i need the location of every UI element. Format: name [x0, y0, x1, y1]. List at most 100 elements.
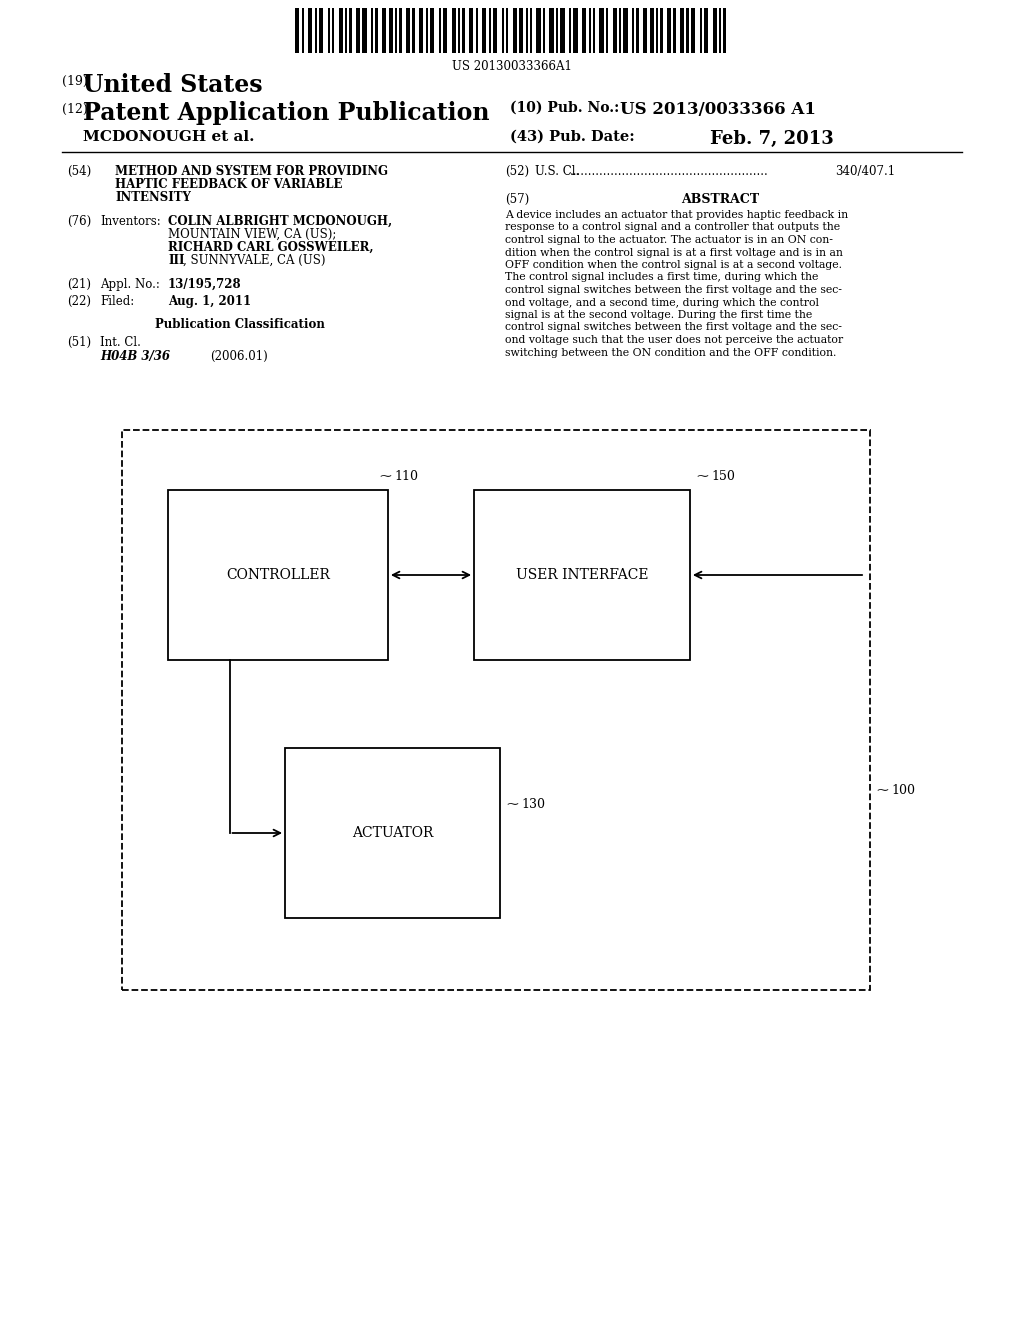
Bar — [482, 8, 484, 53]
Text: (21): (21) — [67, 279, 91, 290]
Bar — [332, 8, 334, 53]
Text: (22): (22) — [67, 294, 91, 308]
Bar — [391, 8, 393, 53]
Bar — [543, 8, 545, 53]
Text: HAPTIC FEEDBACK OF VARIABLE: HAPTIC FEEDBACK OF VARIABLE — [115, 178, 342, 191]
Text: Aug. 1, 2011: Aug. 1, 2011 — [168, 294, 251, 308]
Bar — [349, 8, 351, 53]
Bar — [674, 8, 676, 53]
Bar — [376, 8, 378, 53]
Text: , SUNNYVALE, CA (US): , SUNNYVALE, CA (US) — [183, 253, 326, 267]
Text: USER INTERFACE: USER INTERFACE — [516, 568, 648, 582]
Bar — [724, 8, 726, 53]
Bar — [589, 8, 591, 53]
Text: A device includes an actuator that provides haptic feedback in: A device includes an actuator that provi… — [505, 210, 848, 220]
Bar — [445, 8, 447, 53]
Bar — [506, 8, 508, 53]
Bar — [525, 8, 527, 53]
Text: (19): (19) — [62, 75, 88, 88]
Text: U.S. Cl.: U.S. Cl. — [535, 165, 580, 178]
Text: INTENSITY: INTENSITY — [115, 191, 190, 205]
Text: control signal to the actuator. The actuator is in an ON con-: control signal to the actuator. The actu… — [505, 235, 833, 246]
Text: (43) Pub. Date:: (43) Pub. Date: — [510, 129, 635, 144]
Bar — [550, 8, 552, 53]
Bar — [339, 8, 341, 53]
Bar — [624, 8, 626, 53]
Text: Int. Cl.: Int. Cl. — [100, 337, 141, 348]
Text: 150: 150 — [711, 470, 735, 483]
Bar — [413, 8, 415, 53]
Bar — [471, 8, 473, 53]
Text: OFF condition when the control signal is at a second voltage.: OFF condition when the control signal is… — [505, 260, 842, 271]
Text: METHOD AND SYSTEM FOR PROVIDING: METHOD AND SYSTEM FOR PROVIDING — [115, 165, 388, 178]
Bar — [495, 8, 498, 53]
Bar — [454, 8, 456, 53]
Bar — [703, 8, 707, 53]
Bar — [388, 8, 391, 53]
Text: ACTUATOR: ACTUATOR — [352, 826, 433, 840]
Text: control signal switches between the first voltage and the sec-: control signal switches between the firs… — [505, 322, 842, 333]
Text: H04B 3/36: H04B 3/36 — [100, 350, 170, 363]
Text: 340/407.1: 340/407.1 — [835, 165, 895, 178]
Text: MOUNTAIN VIEW, CA (US);: MOUNTAIN VIEW, CA (US); — [168, 228, 336, 242]
Text: (51): (51) — [67, 337, 91, 348]
Bar — [575, 8, 578, 53]
Text: ond voltage, and a second time, during which the control: ond voltage, and a second time, during w… — [505, 297, 819, 308]
Text: ABSTRACT: ABSTRACT — [681, 193, 759, 206]
Text: Patent Application Publication: Patent Application Publication — [83, 102, 489, 125]
Bar — [314, 8, 316, 53]
Text: Inventors:: Inventors: — [100, 215, 161, 228]
Bar — [707, 8, 709, 53]
Bar — [537, 8, 539, 53]
Bar — [484, 8, 486, 53]
Bar — [719, 8, 721, 53]
Bar — [713, 8, 715, 53]
Text: control signal switches between the first voltage and the sec-: control signal switches between the firs… — [505, 285, 842, 294]
Bar — [356, 8, 358, 53]
Bar — [626, 8, 628, 53]
Bar — [602, 8, 604, 53]
Text: RICHARD CARL GOSSWEILER,: RICHARD CARL GOSSWEILER, — [168, 242, 374, 253]
Text: response to a control signal and a controller that outputs the: response to a control signal and a contr… — [505, 223, 840, 232]
Bar — [310, 8, 312, 53]
Bar — [582, 8, 585, 53]
Text: III: III — [168, 253, 184, 267]
Bar — [406, 8, 409, 53]
Text: switching between the ON condition and the OFF condition.: switching between the ON condition and t… — [505, 347, 837, 358]
Text: 100: 100 — [891, 784, 915, 796]
Text: 130: 130 — [521, 797, 545, 810]
Bar — [426, 8, 428, 53]
Text: ond voltage such that the user does not perceive the actuator: ond voltage such that the user does not … — [505, 335, 843, 345]
Text: COLIN ALBRIGHT MCDONOUGH,: COLIN ALBRIGHT MCDONOUGH, — [168, 215, 392, 228]
Bar — [463, 8, 465, 53]
Bar — [656, 8, 658, 53]
Bar — [599, 8, 602, 53]
Bar — [620, 8, 622, 53]
Text: (2006.01): (2006.01) — [210, 350, 267, 363]
Text: (52): (52) — [505, 165, 529, 178]
Bar — [552, 8, 554, 53]
Bar — [168, 490, 388, 660]
Bar — [122, 430, 870, 990]
Text: Feb. 7, 2013: Feb. 7, 2013 — [710, 129, 834, 148]
Bar — [660, 8, 663, 53]
Bar — [430, 8, 432, 53]
Text: (54): (54) — [67, 165, 91, 178]
Text: .....................................................: ........................................… — [570, 165, 769, 178]
Text: MCDONOUGH et al.: MCDONOUGH et al. — [83, 129, 255, 144]
Text: (12): (12) — [62, 103, 88, 116]
Bar — [573, 8, 575, 53]
Bar — [308, 8, 310, 53]
Bar — [301, 8, 304, 53]
Bar — [358, 8, 360, 53]
Bar — [637, 8, 639, 53]
Text: 13/195,728: 13/195,728 — [168, 279, 242, 290]
Bar — [680, 8, 682, 53]
Text: signal is at the second voltage. During the first time the: signal is at the second voltage. During … — [505, 310, 812, 319]
Bar — [371, 8, 374, 53]
Text: dition when the control signal is at a first voltage and is in an: dition when the control signal is at a f… — [505, 248, 843, 257]
Text: ~: ~ — [695, 467, 709, 484]
Bar — [585, 8, 587, 53]
Bar — [322, 8, 324, 53]
Text: (76): (76) — [67, 215, 91, 228]
